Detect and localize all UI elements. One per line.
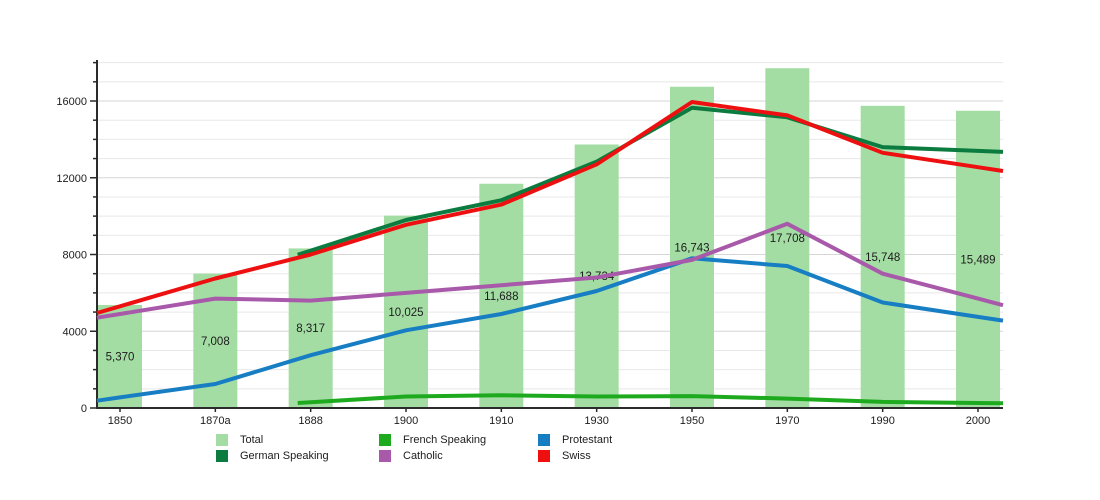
legend-label: Total xyxy=(240,433,264,446)
y-tick-label: 8000 xyxy=(63,250,87,262)
legend-swatch-icon xyxy=(538,434,550,446)
bar-value-label: 16,743 xyxy=(674,242,709,254)
bar-value-label: 10,025 xyxy=(388,307,423,319)
x-tick-label: 2000 xyxy=(966,415,990,427)
y-tick-label: 16000 xyxy=(56,96,87,108)
x-tick-label: 1910 xyxy=(489,415,513,427)
total-bar xyxy=(956,110,1000,408)
bar-value-label: 8,317 xyxy=(296,323,325,335)
legend-swatch-icon xyxy=(379,434,391,446)
x-tick-label: 1888 xyxy=(298,415,322,427)
total-bar xyxy=(384,215,428,408)
legend-item-german-speaking: German Speaking xyxy=(216,448,379,464)
legend-label: Protestant xyxy=(562,433,613,446)
chart-legend: Total French Speaking Protestant German Spe… xyxy=(216,432,612,464)
legend-swatch-icon xyxy=(216,434,228,446)
bar-value-label: 11,688 xyxy=(484,291,518,303)
x-tick-label: 1850 xyxy=(108,415,132,427)
total-bar xyxy=(765,68,810,408)
y-tick-label: 12000 xyxy=(56,173,87,185)
legend-swatch-icon xyxy=(538,450,550,462)
bar-value-label: 7,008 xyxy=(201,336,230,348)
legend-item-french-speaking: French Speaking xyxy=(379,432,538,448)
bar-value-label: 15,489 xyxy=(960,254,995,266)
total-bar xyxy=(98,304,142,408)
bar-value-label: 15,748 xyxy=(865,252,900,264)
total-bar xyxy=(670,86,714,409)
legend-item-protestant: Protestant xyxy=(538,432,612,448)
legend-swatch-icon xyxy=(216,450,228,462)
total-bar xyxy=(288,248,333,408)
legend-label: Catholic xyxy=(403,449,443,462)
total-bar xyxy=(479,183,524,408)
legend-item-total: Total xyxy=(216,432,379,448)
x-tick-label: 1900 xyxy=(394,415,418,427)
y-tick-label: 4000 xyxy=(63,326,87,338)
bar-value-label: 5,370 xyxy=(106,351,135,363)
x-tick-label: 1970 xyxy=(775,415,799,427)
y-tick-label: 0 xyxy=(81,403,87,415)
x-tick-label: 1870a xyxy=(200,415,231,427)
series-line-swiss xyxy=(96,100,1004,315)
legend-label: French Speaking xyxy=(403,433,487,446)
legend-swatch-icon xyxy=(379,450,391,462)
bar-value-label: 17,708 xyxy=(770,233,805,245)
legend-label: German Speaking xyxy=(240,449,329,462)
x-tick-label: 1950 xyxy=(680,415,704,427)
x-tick-label: 1990 xyxy=(870,415,894,427)
legend-label: Swiss xyxy=(562,449,591,462)
legend-item-catholic: Catholic xyxy=(379,448,538,464)
series-line-french-speaking xyxy=(297,393,1004,406)
series-line-protestant xyxy=(96,256,1004,403)
series-line-catholic xyxy=(96,221,1004,320)
x-tick-label: 1930 xyxy=(584,415,608,427)
legend-item-swiss: Swiss xyxy=(538,448,612,464)
